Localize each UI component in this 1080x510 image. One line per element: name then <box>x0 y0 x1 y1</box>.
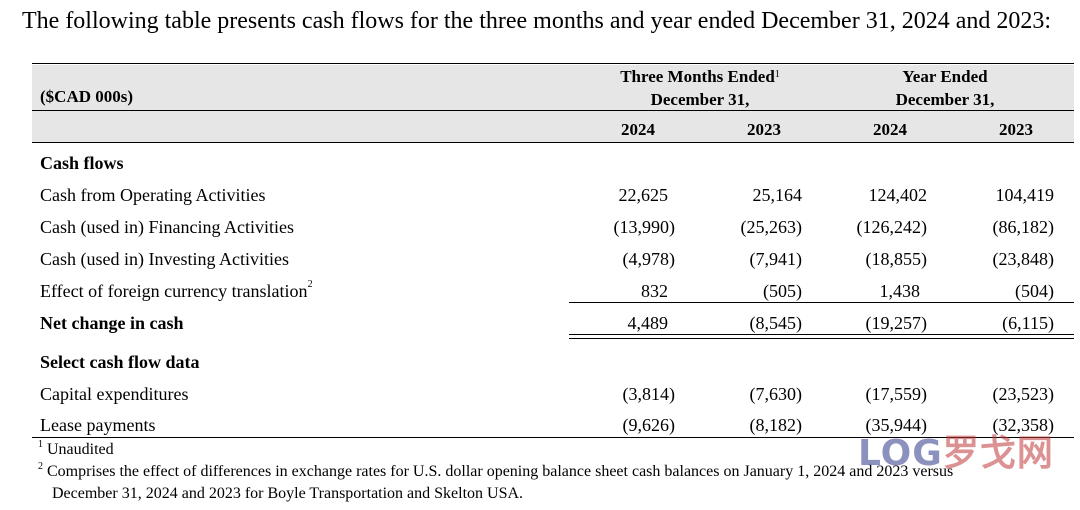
row-label: Lease payments <box>40 415 156 435</box>
row-value: 25,164 <box>752 185 803 205</box>
row-value: (86,182) <box>992 217 1055 237</box>
footnote-2-continued: December 31, 2024 and 2023 for Boyle Tra… <box>52 485 524 502</box>
row-value: (3,814) <box>622 384 676 404</box>
row-value: 104,419 <box>995 185 1055 205</box>
row-value: (13,990) <box>613 217 676 237</box>
footnote-2-mark: 2 <box>38 461 43 472</box>
footnote-2-text: Comprises the effect of differences in e… <box>47 463 954 480</box>
unit-label: ($CAD 000s) <box>40 87 134 106</box>
total-rule-1 <box>569 334 1074 335</box>
table-bottom-rule <box>32 437 1074 438</box>
subtotal-rule <box>569 302 1074 303</box>
row-value: (32,358) <box>992 415 1055 435</box>
year-col-1: 2024 <box>621 120 655 139</box>
row-value: (8,182) <box>749 415 803 435</box>
row-label-text: Effect of foreign currency translation <box>40 281 308 301</box>
row-value: 832 <box>641 281 668 301</box>
total-rule-2 <box>569 338 1074 339</box>
row-value: (126,242) <box>856 217 928 237</box>
year-col-2: 2023 <box>747 120 781 139</box>
year-col-4: 2023 <box>999 120 1033 139</box>
row-label: Effect of foreign currency translation2 <box>40 279 313 302</box>
watermark-part-2: 罗戈网 <box>942 433 1054 474</box>
row-value: (7,630) <box>749 384 803 404</box>
year-col-3: 2024 <box>873 120 907 139</box>
header-bottom-rule <box>32 142 1074 143</box>
footnote-1-text: Unaudited <box>47 441 114 458</box>
row-value: (23,523) <box>992 384 1055 404</box>
net-value: (19,257) <box>865 313 928 333</box>
row-value: (4,978) <box>622 249 676 269</box>
footnote-2: 2 Comprises the effect of differences in … <box>38 461 954 481</box>
group2-line1: Year Ended <box>902 67 988 86</box>
section-cash-flows: Cash flows <box>40 153 124 173</box>
group2-line2: December 31, <box>895 90 995 109</box>
row-value: (18,855) <box>865 249 928 269</box>
net-change-label: Net change in cash <box>40 313 184 333</box>
net-value: (8,545) <box>749 313 803 333</box>
row-label: Cash (used in) Financing Activities <box>40 217 294 237</box>
row-value: (7,941) <box>749 249 803 269</box>
row-value: 1,438 <box>879 281 921 301</box>
row-value: (505) <box>763 281 802 301</box>
group1-line2: December 31, <box>650 90 750 109</box>
row-value: 124,402 <box>868 185 928 205</box>
table-top-rule <box>32 63 1074 64</box>
group1-line1: Three Months Ended <box>620 67 775 86</box>
group-header-year-ended: Year Ended December 31, <box>830 65 1060 111</box>
group-header-three-months: Three Months Ended1 December 31, <box>580 65 820 111</box>
row-value: 22,625 <box>618 185 669 205</box>
row-value: (9,626) <box>622 415 676 435</box>
row-value: (35,944) <box>865 415 928 435</box>
footnote-ref-1: 1 <box>774 69 780 80</box>
footnote-ref-2: 2 <box>307 279 313 290</box>
row-label: Cash from Operating Activities <box>40 185 266 205</box>
footnote-1: 1 Unaudited <box>38 439 114 459</box>
section-select-data: Select cash flow data <box>40 352 200 372</box>
row-value: (25,263) <box>740 217 803 237</box>
intro-text: The following table presents cash flows … <box>22 8 1052 34</box>
row-value: (23,848) <box>992 249 1055 269</box>
header-divider <box>32 110 1074 111</box>
net-value: 4,489 <box>627 313 669 333</box>
row-value: (504) <box>1015 281 1054 301</box>
footnote-1-mark: 1 <box>38 439 43 450</box>
row-label: Cash (used in) Investing Activities <box>40 249 289 269</box>
net-value: (6,115) <box>1002 313 1054 333</box>
row-value: (17,559) <box>865 384 928 404</box>
table-header-band <box>32 65 1074 143</box>
row-label: Capital expenditures <box>40 384 189 404</box>
